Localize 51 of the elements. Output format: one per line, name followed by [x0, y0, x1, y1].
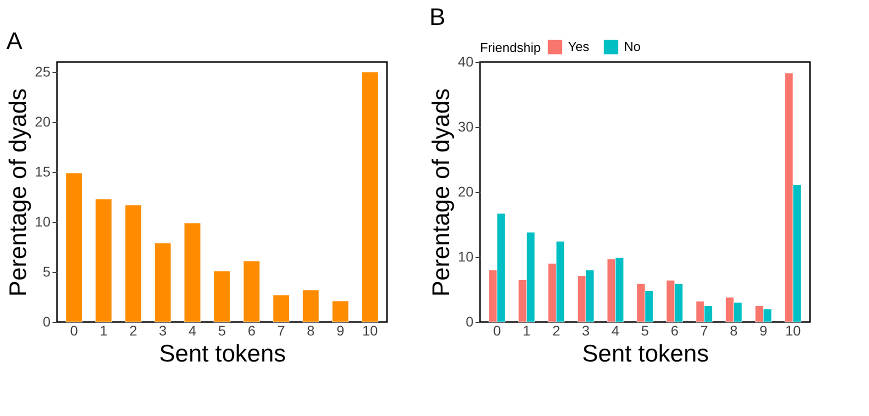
bar: [243, 260, 260, 322]
x-tick-label: 3: [158, 322, 167, 338]
y-tick-label: 20: [34, 114, 51, 130]
legend-title: Friendship: [480, 40, 541, 55]
x-axis-title: Sent tokens: [582, 340, 709, 368]
x-tick-label: 5: [641, 322, 650, 338]
bar: [66, 172, 82, 322]
x-tick-label: 6: [248, 322, 256, 338]
x-tick-label: 4: [612, 322, 620, 338]
bar: [272, 294, 290, 322]
x-tick-label: 8: [730, 322, 738, 338]
x-tick-label: 2: [552, 322, 560, 338]
y-tick-label: 10: [458, 248, 474, 264]
bar: [362, 72, 378, 322]
bar: [124, 204, 142, 322]
legend-label: No: [624, 39, 641, 54]
y-tick-label: 40: [458, 54, 474, 70]
x-tick-label: 3: [582, 322, 590, 338]
x-tick-label: 5: [218, 322, 226, 338]
y-tick-label: 20: [458, 184, 474, 200]
y-axis-title: Perentage of dyads: [4, 88, 32, 297]
bar: [95, 198, 112, 322]
x-tick-label: 10: [785, 322, 801, 338]
y-axis-title: Perentage of dyads: [428, 88, 455, 297]
legend-label: Yes: [568, 39, 590, 54]
x-tick-label: 9: [336, 322, 344, 338]
x-tick-label: 7: [277, 322, 286, 338]
x-tick-label: 1: [100, 322, 108, 338]
x-tick-label: 6: [670, 322, 679, 338]
x-tick-label: 10: [362, 322, 378, 338]
x-tick-label: 7: [700, 322, 708, 338]
y-tick-label: 15: [34, 164, 51, 180]
bar: [302, 290, 320, 322]
x-tick-label: 0: [493, 322, 502, 338]
x-tick-label: 0: [70, 322, 78, 338]
x-axis-title: Sent tokens: [159, 340, 286, 368]
bar: [154, 242, 172, 322]
bar: [184, 222, 201, 322]
x-tick-label: 4: [188, 322, 197, 338]
bar: [332, 300, 349, 322]
x-tick-label: 9: [759, 322, 768, 338]
y-tick-label: 5: [42, 264, 51, 280]
x-tick-label: 8: [306, 322, 315, 338]
y-tick-label: 25: [34, 64, 51, 80]
x-tick-label: 1: [522, 322, 531, 338]
y-tick-label: 10: [34, 214, 51, 230]
bar: [214, 270, 230, 322]
x-tick-label: 2: [129, 322, 138, 338]
y-tick-label: 30: [458, 118, 474, 134]
chart-title: A: [6, 28, 22, 55]
chart-title: B: [429, 4, 446, 31]
